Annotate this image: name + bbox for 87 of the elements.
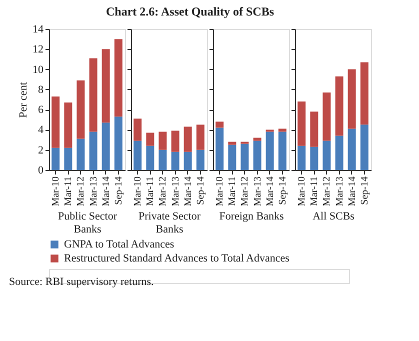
bar — [216, 122, 224, 128]
bar — [52, 148, 60, 170]
y-tick-label: 10 — [32, 64, 44, 76]
x-tick-label: Mar-13 — [170, 176, 182, 206]
x-tick-label: Mar-14 — [182, 176, 194, 206]
text: Chart 2.6: Asset Quality of SCBs — [106, 4, 274, 18]
x-tick-label: Mar-10 — [214, 176, 226, 206]
bar — [228, 142, 236, 145]
x-tick-label: Mar-13 — [334, 176, 346, 206]
x-tick-label: Mar-14 — [346, 176, 358, 206]
x-tick-label: Mar-11 — [309, 176, 320, 206]
bar — [298, 102, 306, 146]
bar — [184, 126, 192, 152]
y-tick-label: 2 — [38, 144, 44, 156]
bar — [298, 146, 306, 170]
x-tick-label: Mar-12 — [322, 176, 333, 206]
bar — [134, 140, 142, 170]
bar — [196, 150, 204, 170]
bar — [134, 118, 142, 141]
bar — [64, 102, 72, 148]
x-axis-title: All SCBs — [312, 210, 354, 222]
x-tick-label: Mar-12 — [158, 176, 169, 206]
legend-label: GNPA to Total Advances — [64, 238, 174, 250]
y-tick-label: 14 — [32, 24, 44, 36]
y-tick-label: 4 — [38, 124, 44, 136]
x-tick-label: Sep-14 — [113, 176, 124, 205]
bar — [322, 140, 331, 170]
x-tick-label: Sep-14 — [195, 176, 206, 205]
x-axis-title: Private Sector Banks — [138, 210, 201, 236]
bar — [253, 138, 262, 141]
bar — [158, 132, 167, 150]
bar — [278, 132, 286, 170]
bar — [348, 69, 356, 129]
bar — [171, 130, 180, 152]
bar — [171, 152, 180, 170]
x-tick-label: Mar-11 — [63, 176, 74, 206]
bar — [52, 96, 60, 148]
x-axis-title: Public Sector Banks — [58, 210, 118, 236]
y-tick-label: 12 — [32, 44, 44, 56]
bar — [348, 128, 356, 170]
x-tick-label: Sep-14 — [277, 176, 288, 205]
x-tick-label: Mar-10 — [296, 176, 308, 206]
x-tick-label: Mar-11 — [227, 176, 238, 206]
x-tick-label: Mar-14 — [264, 176, 276, 206]
legend-label: Restructured Standard Advances to Total Advances — [64, 252, 290, 264]
bar — [89, 58, 98, 132]
y-tick-label: 0 — [38, 164, 44, 176]
x-tick-label: Mar-12 — [240, 176, 251, 206]
x-tick-label: Mar-12 — [76, 176, 87, 206]
bar — [216, 128, 224, 170]
bar — [146, 146, 154, 170]
bar — [360, 62, 368, 125]
bar — [310, 146, 318, 170]
bar — [64, 148, 72, 170]
bar — [184, 152, 192, 170]
bar — [76, 138, 85, 170]
source-note: Source: RBI supervisory returns. — [9, 276, 154, 288]
x-tick-label: Mar-10 — [50, 176, 62, 206]
bar — [228, 144, 236, 170]
bar — [335, 136, 344, 170]
bar — [310, 112, 318, 147]
x-tick-label: Mar-14 — [100, 176, 112, 206]
x-tick-label: Mar-10 — [132, 176, 144, 206]
bar — [278, 128, 286, 132]
bar — [253, 140, 262, 170]
y-tick-label: 8 — [38, 84, 44, 96]
bar — [76, 80, 85, 139]
bar — [266, 132, 274, 170]
bar — [146, 132, 154, 146]
bar — [335, 76, 344, 136]
bar — [102, 122, 110, 170]
x-tick-label: Mar-13 — [88, 176, 100, 206]
y-axis-title: Per cent — [18, 82, 30, 118]
bar — [196, 124, 204, 150]
bar — [240, 144, 249, 170]
bar — [102, 49, 110, 123]
bar — [114, 39, 122, 117]
bar — [360, 124, 368, 170]
bar — [114, 116, 122, 170]
x-tick-label: Sep-14 — [359, 176, 370, 205]
x-tick-label: Mar-13 — [252, 176, 264, 206]
y-tick-label: 6 — [38, 104, 44, 116]
bar — [322, 92, 331, 141]
x-tick-label: Mar-11 — [145, 176, 156, 206]
bar — [158, 150, 167, 170]
bar — [89, 132, 98, 170]
x-axis-title: Foreign Banks — [219, 210, 284, 222]
